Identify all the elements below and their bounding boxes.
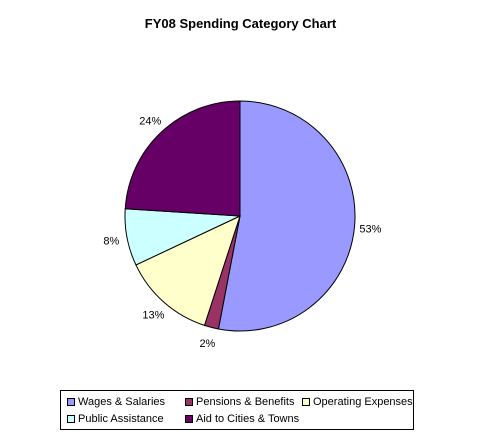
legend-label: Operating Expenses (313, 396, 413, 408)
legend-swatch (67, 398, 75, 406)
legend-label: Public Assistance (78, 413, 164, 425)
legend-swatch (67, 415, 75, 423)
legend-swatch (302, 398, 310, 406)
pie-slice-aid-cities-towns (124, 100, 241, 217)
data-label-wages-salaries: 53% (359, 223, 381, 235)
legend-item-pensions-benefits: Pensions & Benefits (185, 396, 294, 408)
legend: Wages & Salaries Pensions & Benefits Ope… (60, 390, 414, 430)
legend-swatch (185, 398, 193, 406)
data-label-aid-cities-towns: 24% (139, 116, 161, 128)
legend-label: Wages & Salaries (78, 396, 166, 408)
legend-item-public-assistance: Public Assistance (67, 413, 164, 425)
legend-item-aid-cities-towns: Aid to Cities & Towns (185, 413, 299, 425)
legend-item-operating-expenses: Operating Expenses (302, 396, 413, 408)
data-label-operating-expenses: 13% (142, 309, 164, 321)
pie-slice-operating-expenses (135, 215, 241, 327)
data-label-pensions-benefits: 2% (199, 338, 215, 350)
legend-label: Aid to Cities & Towns (196, 413, 300, 425)
legend-item-wages-salaries: Wages & Salaries (67, 396, 165, 408)
chart-title: FY08 Spending Category Chart (144, 16, 337, 31)
legend-label: Pensions & Benefits (196, 396, 295, 408)
data-label-public-assistance: 8% (103, 236, 119, 248)
pie-chart: 53% 2% 13% 8% 24% (103, 100, 382, 350)
legend-swatch (185, 415, 193, 423)
pie-slice-wages-salaries (217, 100, 356, 332)
